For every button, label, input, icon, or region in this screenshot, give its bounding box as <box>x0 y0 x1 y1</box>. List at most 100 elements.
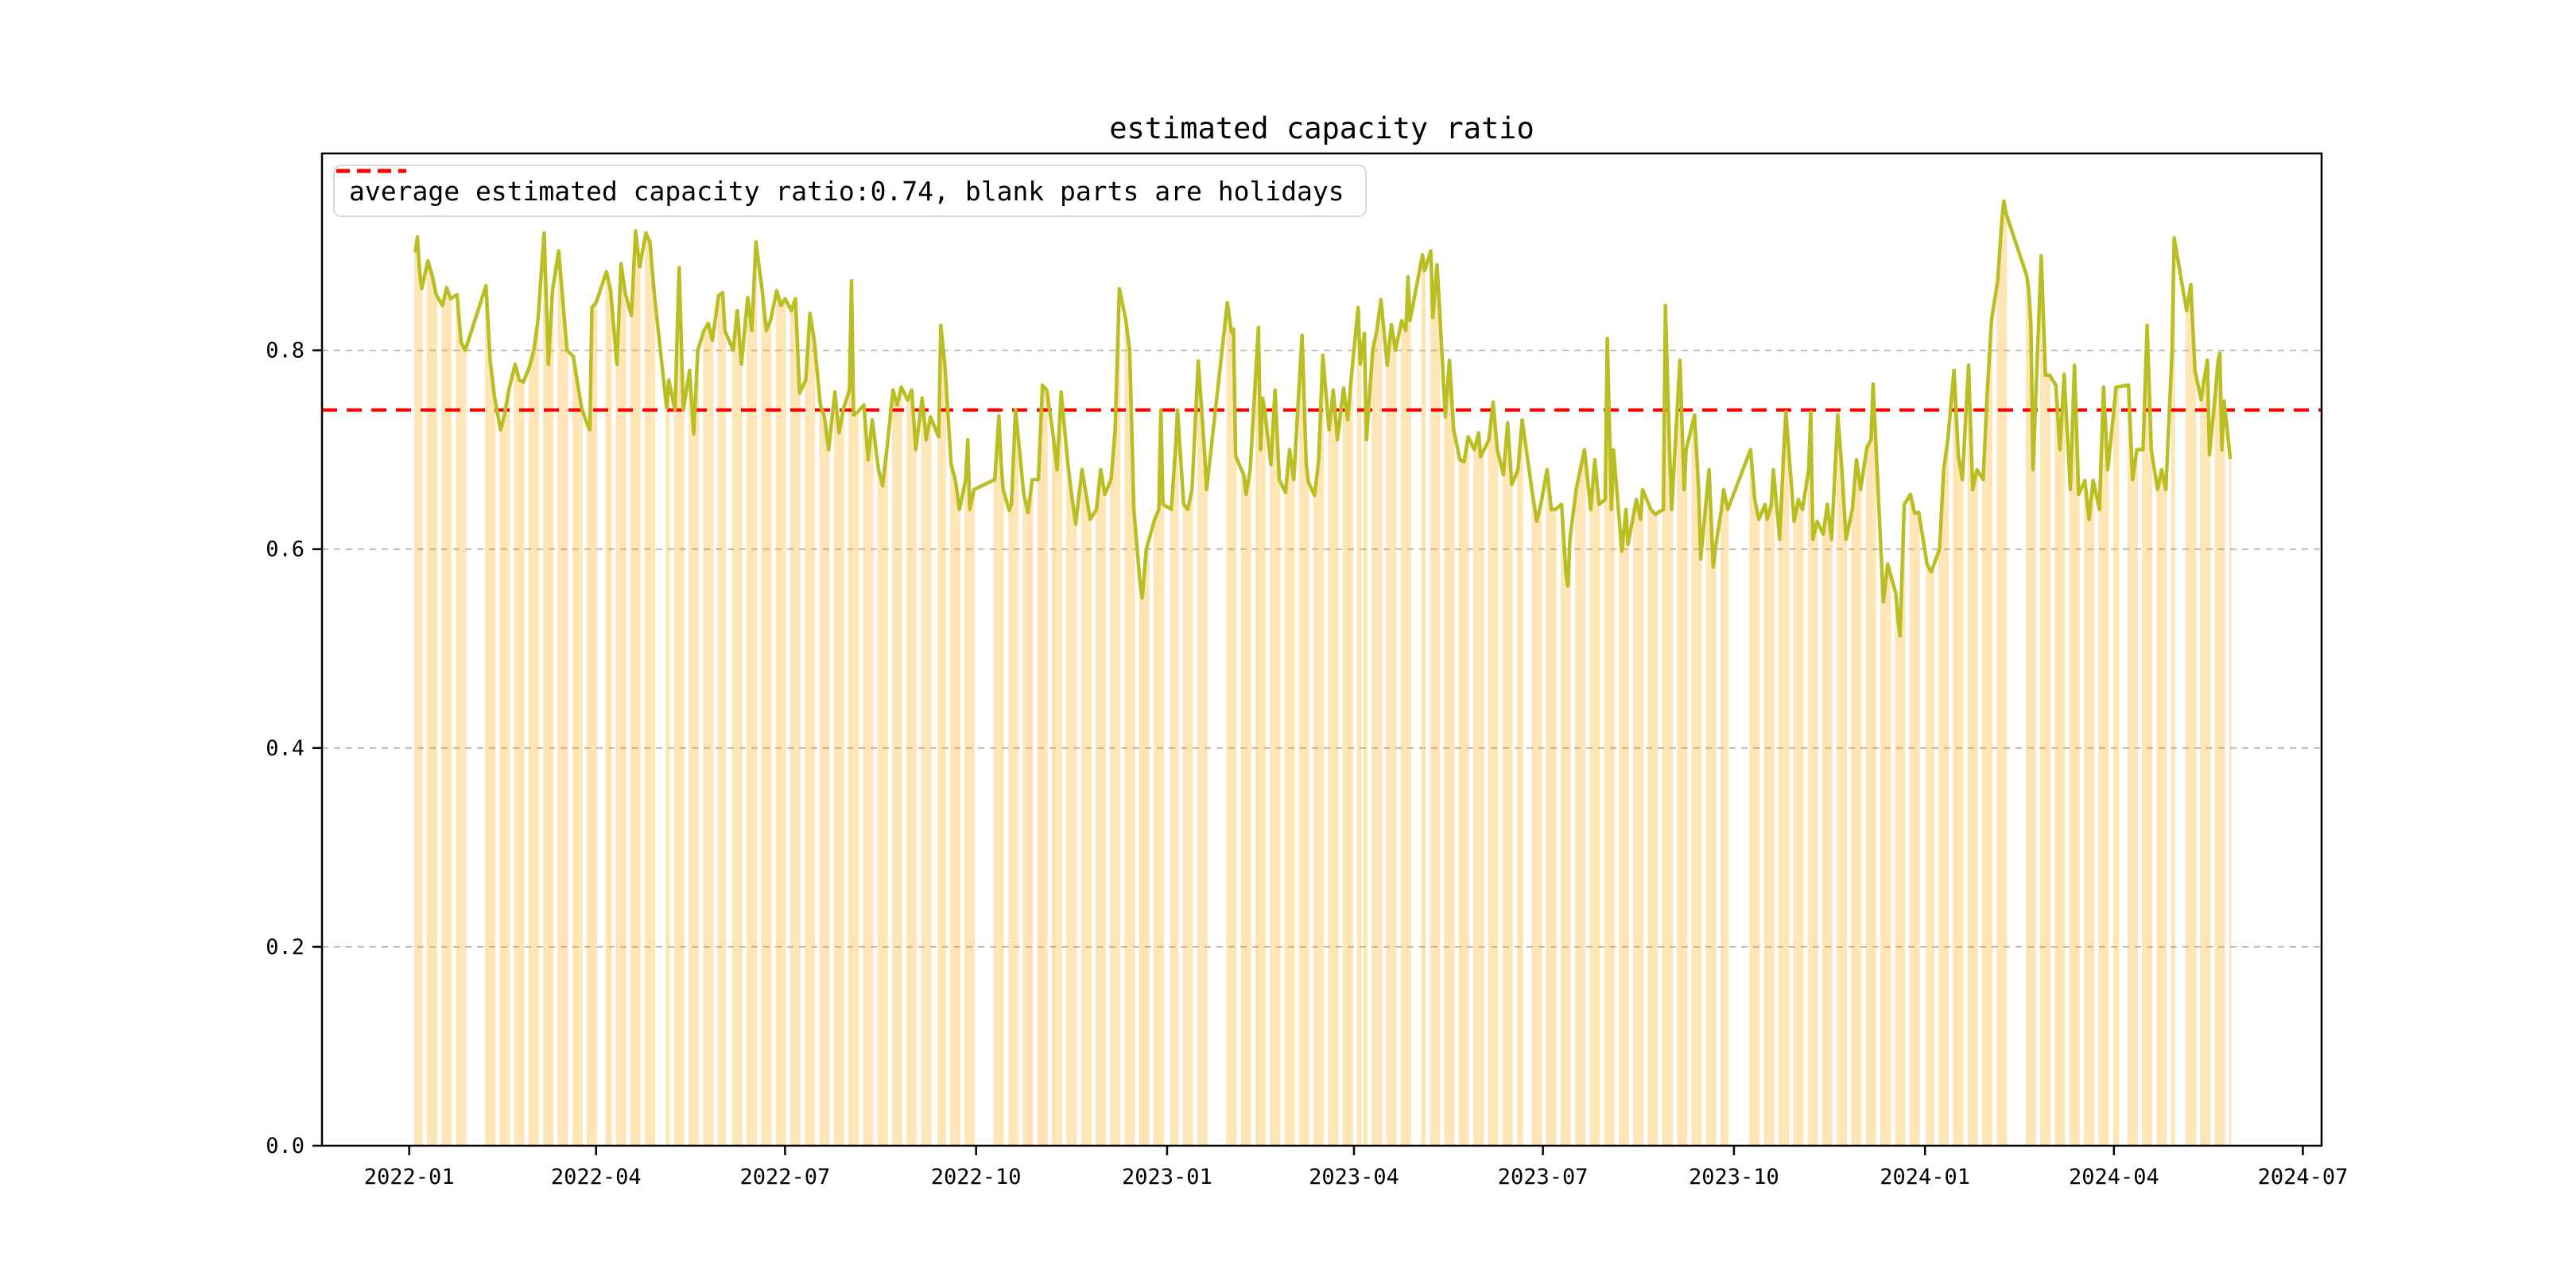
workday-bar <box>1321 355 1325 1146</box>
workday-bar <box>2200 400 2202 1146</box>
workday-bar <box>1284 492 1287 1146</box>
workday-bar <box>1535 521 1538 1146</box>
workday-bar <box>883 467 886 1146</box>
workday-bar <box>1843 504 1845 1146</box>
workday-bar <box>1159 409 1162 1146</box>
workday-bar <box>2146 325 2148 1146</box>
workday-bar <box>1957 454 1960 1146</box>
workday-bar <box>1548 489 1550 1146</box>
workday-bar <box>2129 432 2132 1146</box>
workday-bar <box>1566 585 1569 1146</box>
workday-bar <box>1386 365 1389 1146</box>
workday-bar <box>1328 429 1330 1146</box>
workday-bar <box>1197 361 1200 1146</box>
workday-bar <box>1996 281 1999 1146</box>
workday-bar <box>1348 394 1352 1146</box>
workday-bar <box>1363 333 1366 1146</box>
workday-bar <box>740 364 743 1146</box>
workday-bar <box>1025 503 1027 1146</box>
workday-bar <box>1797 499 1800 1146</box>
x-tick-label: 2024-07 <box>2258 1165 2349 1189</box>
workday-bar <box>707 323 710 1146</box>
workday-bar <box>1620 551 1624 1146</box>
workday-bar <box>1039 432 1042 1146</box>
workday-bar <box>879 477 882 1146</box>
workday-bar <box>821 410 824 1146</box>
workday-bar <box>1203 449 1206 1146</box>
workday-bar <box>443 297 446 1146</box>
workday-bar <box>794 298 797 1146</box>
workday-bar <box>1511 484 1513 1146</box>
workday-bar <box>1826 504 1829 1146</box>
workday-bar <box>1508 453 1511 1146</box>
workday-bar <box>2030 325 2032 1146</box>
workday-bar <box>680 339 683 1146</box>
y-tick-label: 0.2 <box>266 935 305 960</box>
workday-bar <box>792 305 795 1146</box>
workday-bar <box>751 330 753 1146</box>
workday-bar <box>1437 301 1441 1146</box>
workday-bar <box>2132 479 2134 1146</box>
workday-bar <box>856 412 859 1146</box>
workday-bar <box>1853 484 1856 1146</box>
workday-bar <box>2027 290 2031 1146</box>
workday-bar <box>2136 449 2138 1146</box>
workday-bar <box>441 305 444 1146</box>
workday-bar <box>1421 254 1424 1146</box>
plot-border <box>320 152 2323 1147</box>
workday-bar <box>667 380 670 1146</box>
workday-bar <box>1705 491 1709 1146</box>
workday-bar <box>557 250 561 1146</box>
workday-bar <box>1450 394 1453 1146</box>
workday-bar <box>2040 255 2043 1146</box>
workday-bar <box>2229 457 2232 1146</box>
workday-bar <box>1981 479 1984 1146</box>
workday-bar <box>896 405 898 1146</box>
workday-bar <box>1655 513 1658 1146</box>
workday-bar <box>1228 317 1231 1146</box>
workday-bar <box>1539 504 1542 1146</box>
workday-bar <box>954 479 956 1146</box>
workday-bar <box>1060 392 1063 1146</box>
workday-bar <box>1351 370 1353 1146</box>
workday-bar <box>1132 509 1135 1146</box>
workday-bar <box>2025 275 2028 1146</box>
workday-bar <box>1959 467 1961 1146</box>
workday-bar <box>1654 514 1656 1146</box>
workday-bar <box>964 479 967 1146</box>
workday-bar <box>1828 522 1831 1146</box>
workday-bar <box>1589 509 1593 1146</box>
workday-bar <box>1801 509 1804 1146</box>
workday-bar <box>944 365 946 1146</box>
workday-bar <box>1097 489 1100 1146</box>
workday-bar <box>2173 238 2175 1146</box>
workday-bar <box>782 301 785 1146</box>
workday-bar <box>1375 330 1379 1146</box>
workday-bar <box>1014 409 1017 1146</box>
workday-bar <box>2202 385 2205 1146</box>
workday-bar <box>939 325 942 1146</box>
workday-bar <box>972 489 976 1146</box>
workday-bar <box>595 302 598 1146</box>
workday-bar <box>2031 469 2035 1146</box>
workday-bar <box>1709 518 1713 1146</box>
workday-bar <box>1189 499 1191 1146</box>
workday-bar <box>1083 482 1085 1146</box>
workday-bar <box>1677 397 1679 1146</box>
workday-bar <box>2116 386 2120 1146</box>
workday-bar <box>968 509 972 1146</box>
workday-bar <box>1056 469 1058 1146</box>
workday-bar <box>1030 479 1034 1146</box>
workday-bar <box>1583 449 1586 1146</box>
workday-bar <box>1521 420 1523 1146</box>
workday-bar <box>1271 427 1274 1146</box>
workday-bar <box>1874 428 1876 1146</box>
workday-bar <box>881 485 884 1146</box>
workday-bar <box>1682 489 1686 1146</box>
workday-bar <box>1810 412 1812 1146</box>
workday-bar <box>690 402 693 1146</box>
workday-bar <box>910 390 914 1146</box>
workday-bar <box>2158 479 2161 1146</box>
workday-bar <box>1926 564 1929 1146</box>
workday-bar <box>1624 509 1627 1146</box>
